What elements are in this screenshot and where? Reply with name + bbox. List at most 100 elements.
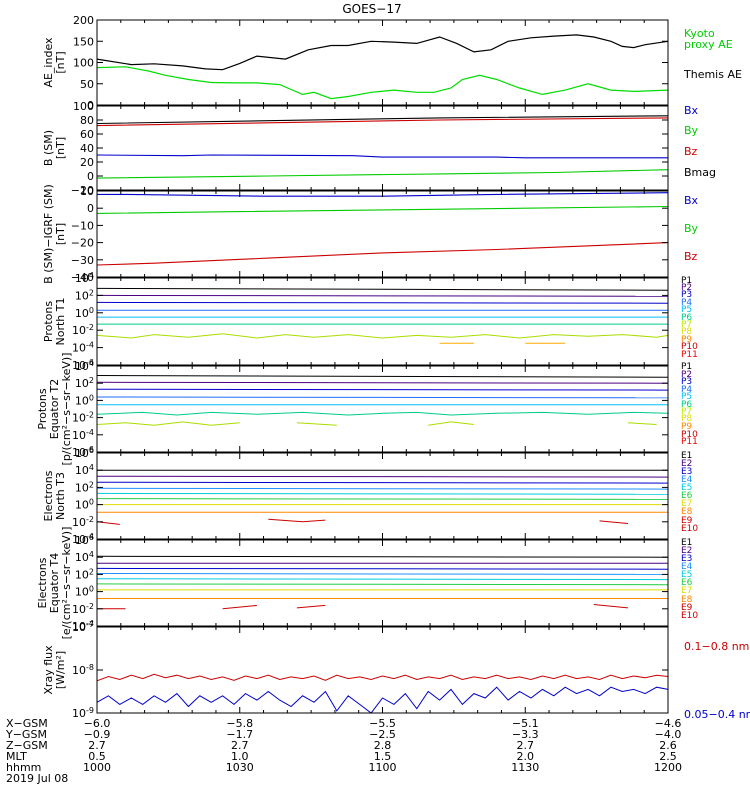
- legend-label: P11: [681, 437, 698, 447]
- series-line: [96, 169, 669, 179]
- series-line: [96, 492, 669, 495]
- x-tick-label: 1200: [654, 761, 682, 774]
- legend-label: P7: [681, 407, 692, 417]
- y-axis-label: Protons: [42, 301, 55, 342]
- legend-label: By: [684, 222, 699, 235]
- legend-label: By: [684, 124, 699, 137]
- series-line: [96, 487, 669, 490]
- y-axis-label: B (SM)−IGRF (SM): [42, 184, 55, 284]
- x-tick-label: −5.1: [512, 717, 539, 730]
- legend-label: P1: [681, 362, 692, 372]
- series-line: [96, 388, 669, 391]
- legend-label: proxy AE: [684, 38, 733, 51]
- legend-label: E4: [681, 562, 693, 572]
- series-line: [96, 115, 669, 125]
- series-line: [96, 205, 669, 214]
- panel-5: 104 102 100 10-2 10-4 10-6 Protons Equator T2 [p…: [36, 353, 698, 466]
- x-tick-label: 1.5: [374, 750, 392, 763]
- x-tick-label: −4.0: [655, 728, 682, 741]
- x-tick-label: 2.7: [231, 739, 249, 752]
- panel-8: 10-7 10-8 10-9 Xray flux [W/m²] 0.1−0.8 nm 0.0…: [42, 620, 750, 721]
- y-tick-label: 10-9: [72, 706, 94, 720]
- panel-7: 106 104 102 100 10-2 10-4 Electrons Equator T4[…: [36, 527, 698, 640]
- legend-label: E10: [681, 611, 698, 621]
- x-tick-label: 2.7: [88, 739, 106, 752]
- series-line: [96, 333, 669, 339]
- series-line: [268, 518, 326, 523]
- legend-label: E1: [681, 451, 692, 461]
- y-tick-label: 0: [87, 202, 94, 215]
- x-tick-label: −5.8: [226, 717, 253, 730]
- chart-title: GOES−17: [342, 2, 401, 16]
- x-row-label: MLT: [6, 750, 27, 763]
- y-tick-label: 100: [73, 57, 94, 70]
- y-axis-label: North T1: [54, 298, 67, 346]
- series-line: [96, 583, 669, 586]
- series-line: [96, 555, 669, 558]
- panel-frame: [96, 365, 669, 453]
- legend-label: Themis AE: [683, 68, 742, 81]
- y-tick-label: 106: [75, 533, 94, 547]
- legend-label: P10: [681, 342, 698, 352]
- y-tick-label: 10-4: [72, 619, 94, 633]
- series-line: [96, 117, 669, 127]
- y-tick-label: 104: [75, 359, 94, 373]
- legend-label: P1: [681, 276, 692, 286]
- y-tick-label: 10-4: [72, 341, 94, 355]
- y-tick-label: 10-4: [72, 532, 94, 546]
- legend-label: P6: [681, 400, 692, 410]
- legend-label: E2: [681, 546, 692, 556]
- legend-label: Bx: [684, 194, 699, 207]
- y-axis-label: [p/(cm²−s−sr−keV)]: [60, 353, 73, 466]
- y-tick-label: 100: [75, 393, 94, 407]
- panel-3: 10 0 −10 −20 −30 −40 B (SM)−IGRF (SM) [nT] Bx By B…: [42, 184, 699, 284]
- y-axis-label: Electrons: [36, 557, 49, 608]
- legend-label: P6: [681, 313, 692, 323]
- legend-label: E1: [681, 538, 692, 548]
- x-tick-label: 2.7: [517, 739, 535, 752]
- legend-label: Kyoto: [684, 27, 715, 40]
- y-axis-label: Electrons: [42, 470, 55, 521]
- series-line: [296, 604, 326, 609]
- legend-label: P7: [681, 320, 692, 330]
- y-tick-label: 102: [75, 288, 94, 302]
- series-line: [96, 686, 669, 714]
- y-axis-label: [nT]: [54, 51, 67, 73]
- series-line: [96, 34, 669, 71]
- y-axis-label: North T3: [54, 472, 67, 520]
- legend-label: P2: [681, 283, 692, 293]
- legend-label: P5: [681, 392, 692, 402]
- legend-label: E10: [681, 524, 698, 534]
- legend-label: P8: [681, 327, 692, 337]
- x-tick-label: 2.6: [659, 739, 677, 752]
- x-tick-label: 1000: [83, 761, 111, 774]
- y-axis-label: AE_index: [42, 37, 55, 88]
- y-tick-label: 10-2: [72, 515, 94, 529]
- legend-label: 0.05−0.4 nm: [684, 708, 750, 721]
- legend-label: Bx: [684, 104, 699, 117]
- series-line: [96, 498, 669, 500]
- date-label: 2019 Jul 08: [6, 772, 68, 785]
- y-tick-label: 10-2: [72, 602, 94, 616]
- legend-label: E3: [681, 554, 692, 564]
- x-tick-label: 1.0: [231, 750, 249, 763]
- y-tick-label: 40: [80, 142, 94, 155]
- y-tick-label: 50: [80, 78, 94, 91]
- series-line: [96, 573, 669, 575]
- y-axis-label: [W/m²]: [54, 651, 67, 689]
- y-tick-label: 0: [87, 99, 94, 112]
- legend-label: E9: [681, 516, 693, 526]
- panel-frame: [96, 452, 669, 540]
- panel-frame: [96, 190, 669, 278]
- legend-label: E5: [681, 483, 692, 493]
- y-tick-label: 100: [75, 498, 94, 512]
- series-line: [96, 294, 669, 297]
- y-tick-label: 102: [75, 567, 94, 581]
- series-line: [96, 287, 669, 291]
- series-line: [96, 481, 669, 484]
- y-tick-label: 10-7: [72, 620, 94, 634]
